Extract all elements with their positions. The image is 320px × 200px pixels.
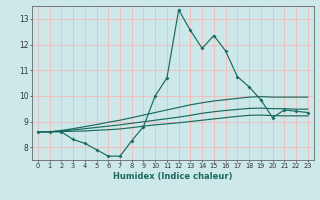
X-axis label: Humidex (Indice chaleur): Humidex (Indice chaleur) [113,172,233,181]
